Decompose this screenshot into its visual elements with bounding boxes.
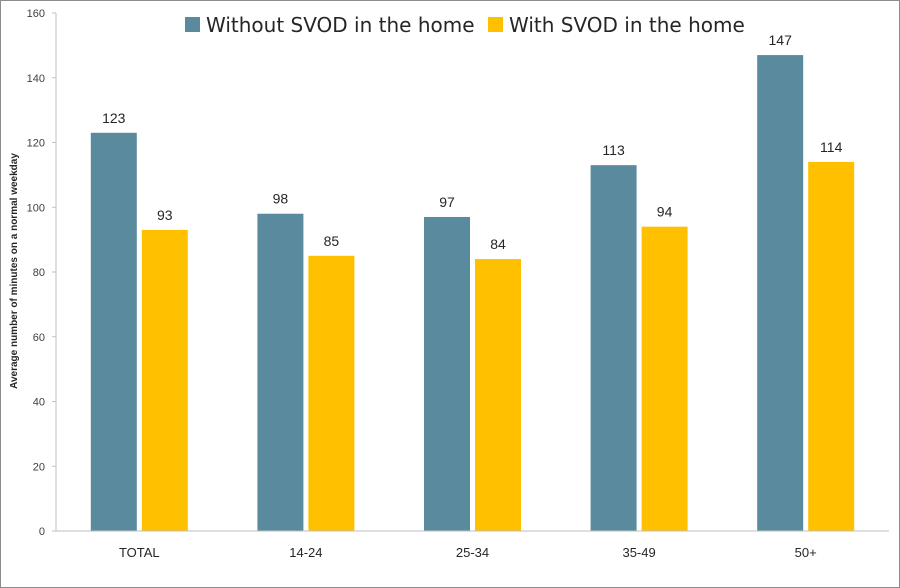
legend-swatch xyxy=(185,17,200,32)
y-axis: 0 20 40 60 80 100 120 140 160 xyxy=(27,8,57,538)
bar xyxy=(641,226,688,532)
y-tick-label: 80 xyxy=(33,267,45,279)
y-tick-label: 160 xyxy=(27,8,45,20)
data-label: 85 xyxy=(324,233,340,249)
legend-swatch xyxy=(488,17,503,32)
data-label: 114 xyxy=(820,139,843,155)
bar xyxy=(90,132,137,531)
bar xyxy=(257,213,304,531)
y-tick-label: 0 xyxy=(39,526,45,538)
legend-label: With SVOD in the home xyxy=(509,13,745,37)
data-labels: 123 93 98 85 97 84 113 94 147 114 xyxy=(102,32,842,252)
bar xyxy=(808,161,855,532)
bar xyxy=(757,55,804,532)
y-axis-label: Average number of minutes on a normal we… xyxy=(9,153,20,389)
y-tick-label: 60 xyxy=(33,332,45,344)
data-label: 123 xyxy=(102,110,126,126)
x-tick-label: 25-34 xyxy=(456,545,489,560)
bar xyxy=(590,165,637,531)
y-tick-label: 20 xyxy=(33,461,45,473)
data-label: 94 xyxy=(657,204,673,220)
data-label: 98 xyxy=(273,191,289,207)
bars xyxy=(90,55,855,532)
y-tick-label: 120 xyxy=(27,138,45,150)
data-label: 93 xyxy=(157,207,173,223)
bar xyxy=(424,216,470,531)
x-tick-label: 14-24 xyxy=(289,545,322,560)
x-axis: TOTAL 14-24 25-34 35-49 50+ xyxy=(56,530,889,560)
data-label: 113 xyxy=(602,142,625,158)
legend: Without SVOD in the home With SVOD in the… xyxy=(185,13,745,37)
y-tick-label: 100 xyxy=(27,202,45,214)
bar xyxy=(308,255,355,531)
data-label: 147 xyxy=(769,32,793,48)
x-tick-label: 35-49 xyxy=(622,545,655,560)
x-tick-label: 50+ xyxy=(795,545,817,560)
bar xyxy=(141,229,188,531)
data-label: 84 xyxy=(490,236,506,252)
y-tick-label: 140 xyxy=(27,73,45,85)
x-tick-label: TOTAL xyxy=(119,545,160,560)
bar xyxy=(475,259,521,531)
data-label: 97 xyxy=(439,194,455,210)
y-tick-label: 40 xyxy=(33,397,45,409)
legend-label: Without SVOD in the home xyxy=(206,13,475,37)
